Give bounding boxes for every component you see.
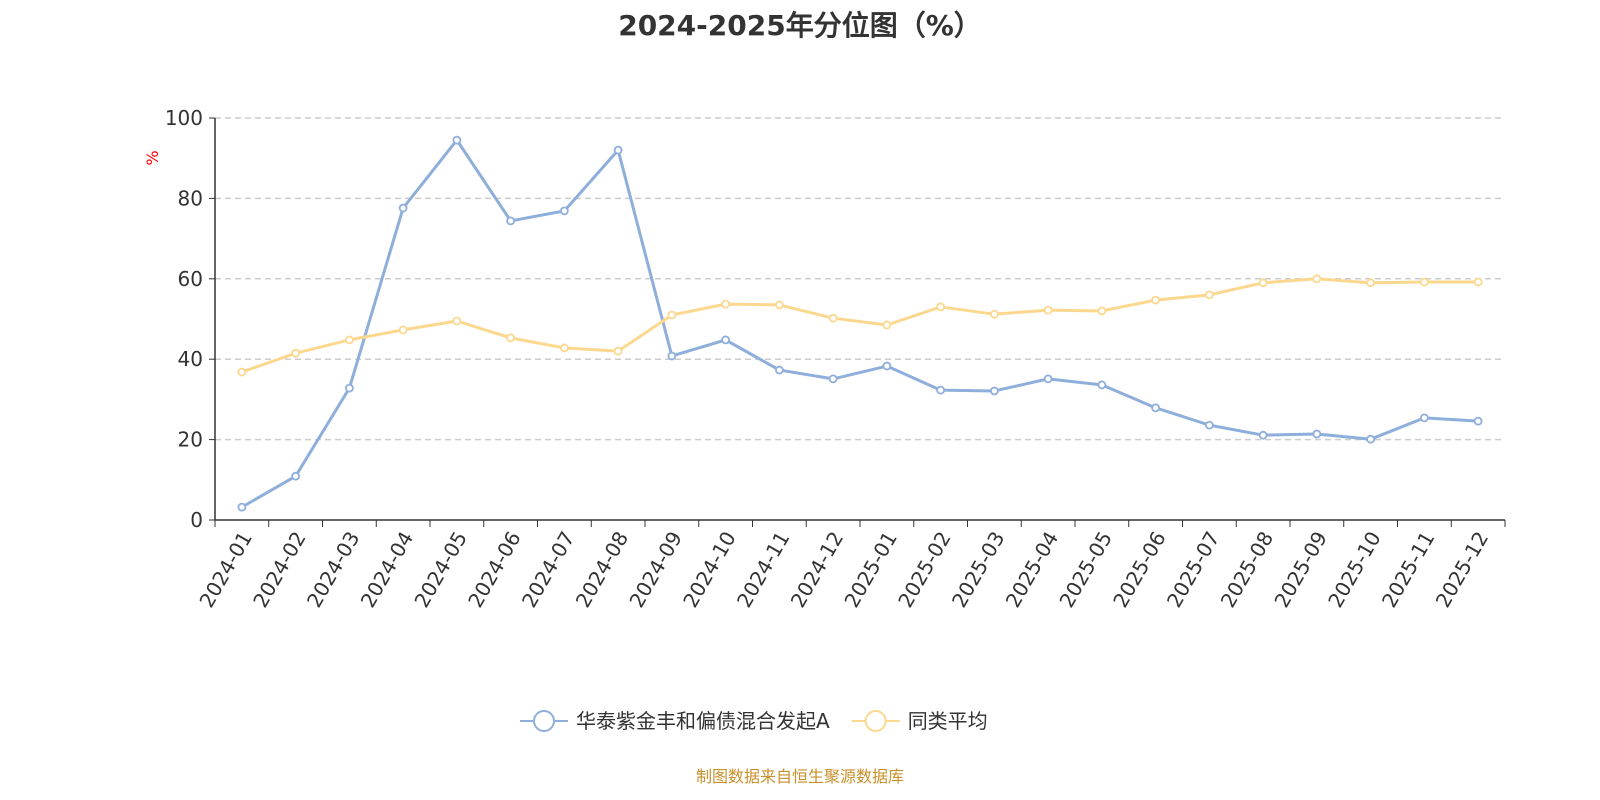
source-note: 制图数据来自恒生聚源数据库 [695, 767, 904, 786]
data-point [613, 346, 623, 356]
x-tick-label: 2025-12 [1431, 527, 1494, 611]
data-point [237, 367, 247, 377]
legend-label: 华泰紫金丰和偏债混合发起A [576, 709, 830, 733]
data-point [506, 333, 516, 343]
data-point [398, 325, 408, 335]
legend-label: 同类平均 [908, 709, 988, 733]
data-point [989, 309, 999, 319]
legend-marker-icon [533, 710, 555, 732]
series-line-1 [241, 277, 1479, 374]
data-point [613, 145, 623, 155]
data-point [559, 343, 569, 353]
data-point [1366, 278, 1376, 288]
data-point [1473, 277, 1483, 287]
data-point [1312, 429, 1322, 439]
data-point [936, 385, 946, 395]
data-point [989, 386, 999, 396]
data-point [291, 348, 301, 358]
data-point [1043, 305, 1053, 315]
data-point [1419, 413, 1429, 423]
data-point [721, 299, 731, 309]
data-point [882, 320, 892, 330]
data-point [1043, 374, 1053, 384]
y-tick-label: 80 [178, 186, 203, 210]
data-point [398, 203, 408, 213]
data-point [1312, 274, 1322, 284]
data-point [291, 471, 301, 481]
data-point [667, 310, 677, 320]
data-point [452, 135, 462, 145]
y-tick-label: 100 [165, 106, 203, 130]
data-point [506, 216, 516, 226]
data-point [1419, 277, 1429, 287]
data-point [1366, 434, 1376, 444]
data-point [1473, 416, 1483, 426]
data-point [1204, 290, 1214, 300]
data-point [1258, 430, 1268, 440]
data-point [237, 502, 247, 512]
data-point [1151, 403, 1161, 413]
data-point [1097, 380, 1107, 390]
data-point [1258, 278, 1268, 288]
data-point [721, 335, 731, 345]
data-point [667, 351, 677, 361]
y-tick-label: 40 [178, 347, 203, 371]
data-point [774, 365, 784, 375]
y-tick-label: 20 [178, 428, 203, 452]
data-point [344, 335, 354, 345]
legend-marker-icon [864, 710, 887, 732]
data-point [1204, 420, 1214, 430]
data-point [1151, 295, 1161, 305]
data-point [774, 300, 784, 310]
data-point [882, 361, 892, 371]
data-point [828, 313, 838, 323]
chart-title: 2024-2025年分位图（%） [618, 9, 982, 42]
data-point [828, 374, 838, 384]
y-tick-label: 60 [178, 267, 203, 291]
data-point [559, 206, 569, 216]
data-point [344, 383, 354, 393]
data-point [936, 302, 946, 312]
y-axis-unit: % [143, 150, 162, 165]
series-line-0 [241, 138, 1479, 509]
data-point [1097, 306, 1107, 316]
y-tick-label: 0 [190, 508, 203, 532]
data-point [452, 316, 462, 326]
